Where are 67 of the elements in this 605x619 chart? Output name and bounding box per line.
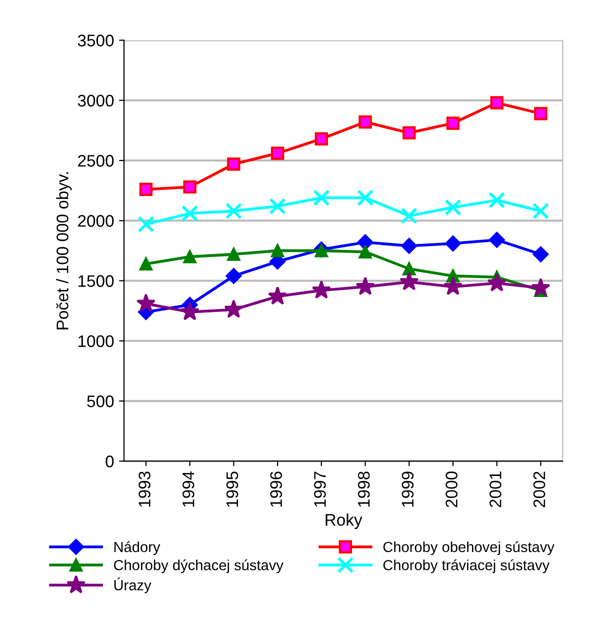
legend-label: Úrazy <box>114 578 152 594</box>
point <box>400 207 418 224</box>
point <box>444 199 462 216</box>
x-tick-label: 1997 <box>314 472 326 507</box>
legend-label: Choroby tráviacej sústavy <box>383 559 550 574</box>
y-tick-label: 0 <box>106 456 114 468</box>
y-tick-label: 1000 <box>78 335 114 348</box>
point <box>488 192 506 209</box>
point <box>357 234 374 250</box>
point <box>401 238 418 254</box>
y-tick-label: 3000 <box>78 94 114 107</box>
point <box>314 132 328 146</box>
x-tick-label: 1998 <box>358 472 370 507</box>
x-tick-label: 1994 <box>182 471 194 507</box>
point <box>312 280 332 299</box>
x-tick-label: 2000 <box>446 472 458 508</box>
point <box>488 232 505 248</box>
legend-label: Nádory <box>114 541 160 556</box>
point <box>313 189 330 206</box>
point <box>270 146 284 160</box>
point <box>227 158 240 171</box>
point <box>531 278 550 296</box>
x-axis-title: Roky <box>326 514 362 530</box>
point <box>227 248 240 261</box>
y-tick-label: 1500 <box>78 275 114 287</box>
point <box>138 216 154 233</box>
point <box>181 205 198 222</box>
point <box>445 236 461 252</box>
point <box>402 126 416 140</box>
point <box>402 262 416 276</box>
point <box>356 189 374 206</box>
x-tick-label: 1999 <box>402 472 414 507</box>
point <box>532 202 550 220</box>
point <box>532 246 549 262</box>
point <box>225 202 242 220</box>
x-tick-label: 1996 <box>270 472 282 507</box>
x-tick-label: 2001 <box>490 472 502 508</box>
point <box>226 268 242 284</box>
point <box>183 250 196 264</box>
point <box>139 182 153 196</box>
point <box>358 115 372 129</box>
legend-label: Choroby obehovej sústavy <box>383 541 554 556</box>
point <box>358 245 372 258</box>
point <box>269 198 286 215</box>
point <box>180 302 200 320</box>
point <box>356 276 375 296</box>
x-tick-label: 2002 <box>533 472 546 508</box>
y-tick-label: 2500 <box>78 154 114 167</box>
point <box>534 106 548 120</box>
y-tick-label: 500 <box>87 395 114 408</box>
y-tick-label: 3500 <box>78 34 114 46</box>
point <box>136 294 156 312</box>
point <box>183 180 196 194</box>
point <box>270 244 284 258</box>
x-tick-label: 1993 <box>138 472 150 507</box>
legend-label: Choroby dýchacej sústavy <box>114 559 284 574</box>
point <box>139 257 153 271</box>
point <box>443 276 463 296</box>
point <box>268 286 288 305</box>
y-axis-title: Počet / 100 000 obyv. <box>56 172 72 330</box>
x-tick-label: 1995 <box>226 472 238 507</box>
y-tick-label: 2000 <box>78 215 114 227</box>
point <box>400 272 419 290</box>
point <box>487 273 506 292</box>
point <box>224 300 244 318</box>
point <box>446 116 460 130</box>
point <box>490 96 504 110</box>
